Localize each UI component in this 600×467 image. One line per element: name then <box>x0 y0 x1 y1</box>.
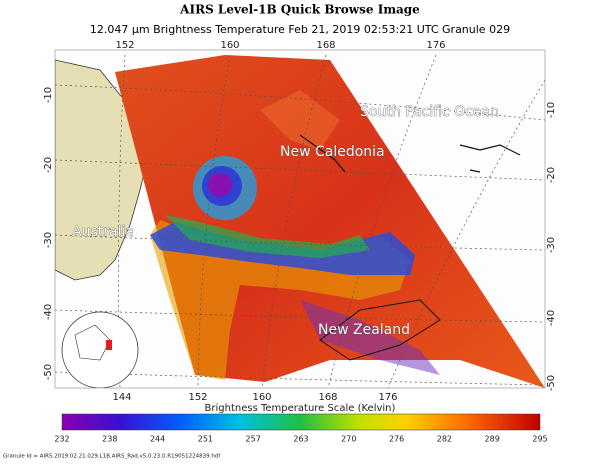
inset-globe <box>61 311 139 388</box>
place-label: New Caledonia <box>280 144 385 160</box>
title: AIRS Level-1B Quick Browse Image <box>179 3 420 17</box>
granule-id: Granule Id = AIRS.2019.02.21.029.L1B.AIR… <box>3 454 221 460</box>
lat-label: -50 <box>43 364 54 380</box>
lat-label: -50 <box>546 375 557 391</box>
cold-band-edge <box>165 215 370 258</box>
lon-label: 152 <box>115 40 134 51</box>
lat-label: -30 <box>546 237 557 253</box>
lon-label: 160 <box>220 40 239 51</box>
colorbar-tick-label: 295 <box>532 435 547 444</box>
lon-label: 176 <box>426 40 445 51</box>
lon-label: 176 <box>378 392 397 403</box>
lon-label: 168 <box>318 392 337 403</box>
graticule <box>55 54 545 388</box>
lat-label: -30 <box>43 232 54 248</box>
islands <box>459 144 521 173</box>
colorbar-title: Brightness Temperature Scale (Kelvin) <box>205 403 396 414</box>
colorbar-tick-label: 232 <box>54 435 69 444</box>
colorbar-tick-label: 276 <box>389 435 404 444</box>
colorbar-tick-label: 289 <box>485 435 500 444</box>
cyclone-core <box>208 173 232 197</box>
lat-label: -20 <box>546 167 557 183</box>
colorbar-tick-label: 244 <box>150 435 165 444</box>
place-label: South Pacific Ocean <box>360 104 499 120</box>
map <box>55 50 545 388</box>
warm-patch <box>260 90 340 150</box>
cold-cells <box>300 300 440 375</box>
colorbar-tick-label: 263 <box>293 435 308 444</box>
colorbar-tick-label: 238 <box>102 435 117 444</box>
lat-label: -40 <box>546 310 557 326</box>
map-frame <box>54 49 546 389</box>
lon-label: 152 <box>188 392 207 403</box>
lat-label: -20 <box>43 157 54 173</box>
colorbar <box>61 413 541 431</box>
colorbar-tick-label: 251 <box>198 435 213 444</box>
lon-label: 160 <box>252 392 271 403</box>
lat-label: -10 <box>43 87 54 103</box>
lat-label: -10 <box>546 102 557 118</box>
lon-label: 144 <box>112 392 131 403</box>
lat-label: -40 <box>43 304 54 320</box>
new-caledonia-coast <box>299 134 346 173</box>
colorbar-tick-label: 257 <box>246 435 261 444</box>
place-label: New Zealand <box>318 322 410 338</box>
colorbar-tick-label: 282 <box>437 435 452 444</box>
place-label: Australia <box>72 224 134 240</box>
subtitle: 12.047 μm Brightness Temperature Feb 21,… <box>90 23 510 36</box>
lon-label: 168 <box>316 40 335 51</box>
colorbar-tick-label: 270 <box>341 435 356 444</box>
australia-land <box>55 59 151 281</box>
